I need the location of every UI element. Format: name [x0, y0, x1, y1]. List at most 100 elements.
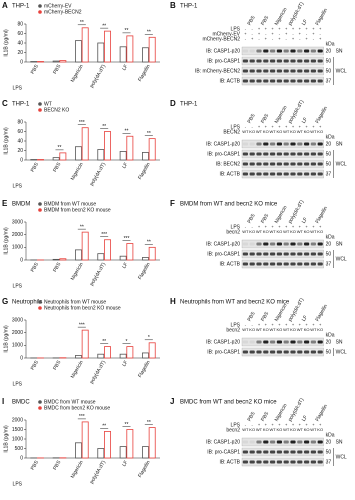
row-label: IB: CASP1-p20	[206, 141, 240, 147]
row-label: IB: ACTB	[219, 459, 240, 465]
band	[249, 142, 255, 146]
condition-sign: +	[258, 224, 261, 229]
band	[283, 340, 289, 344]
x-tick-label: LF	[121, 262, 129, 270]
condition-sign: KO	[290, 327, 296, 332]
fraction-label: SN	[336, 48, 343, 54]
lane-header: LF	[301, 117, 309, 125]
band	[304, 172, 310, 176]
legend-label: BECN2 KO	[44, 107, 69, 113]
sig-label: **	[147, 240, 151, 246]
band	[283, 59, 289, 63]
band	[256, 152, 262, 156]
panel-letter: J	[170, 397, 174, 406]
condition-sign: -	[245, 422, 247, 427]
condition-sign: WT	[283, 427, 290, 432]
condition-sign: +	[278, 124, 281, 129]
x-tick-label: PBS	[52, 459, 63, 471]
bar	[75, 355, 82, 359]
condition-label: LPS	[231, 224, 241, 230]
condition-sign: +	[258, 124, 261, 129]
band	[276, 450, 282, 454]
condition-sign: -	[245, 36, 247, 41]
kda-marker: 37	[326, 78, 332, 84]
band	[304, 440, 310, 444]
condition-sign: KO	[249, 129, 255, 134]
band	[249, 79, 255, 83]
legend-label: mCherry-BECN2	[44, 9, 82, 15]
band	[263, 59, 269, 63]
band	[270, 340, 276, 344]
chart-title: BMDC	[12, 400, 30, 406]
legend-marker	[38, 300, 42, 304]
bar	[126, 135, 134, 161]
band	[317, 69, 323, 73]
condition-sign: KO	[249, 229, 255, 234]
x-tick-label: Flagellin	[137, 261, 152, 280]
band	[276, 142, 282, 146]
band	[242, 262, 248, 266]
band	[297, 79, 303, 83]
band	[283, 172, 289, 176]
condition-sign: WT	[256, 129, 263, 134]
x-tick-label: PBS	[52, 359, 63, 371]
condition-sign: WT	[283, 129, 290, 134]
band	[310, 162, 316, 166]
sig-label: **	[147, 420, 151, 426]
band	[270, 262, 276, 266]
condition-sign: WT	[310, 427, 317, 432]
band	[270, 79, 276, 83]
lane-header: LF	[301, 315, 309, 323]
condition-sign: +	[305, 36, 308, 41]
lane-header: Flagellin	[314, 303, 329, 322]
blot-strip	[241, 259, 324, 269]
condition-sign: +	[251, 36, 254, 41]
band	[249, 460, 255, 464]
y-axis-label: IL1B (pg/ml)	[3, 127, 9, 155]
condition-sign: +	[319, 422, 322, 427]
condition-sign: WT	[283, 229, 290, 234]
sig-label: **	[80, 20, 84, 26]
bar	[81, 127, 89, 161]
bar	[97, 42, 105, 63]
bar	[97, 448, 105, 459]
fraction-label: WCL	[336, 161, 347, 167]
x-tick-label: PBS	[30, 261, 41, 273]
condition-sign: +	[265, 422, 268, 427]
condition-sign: +	[312, 26, 315, 31]
x-tick-label: PBS	[52, 63, 63, 75]
sig-label: ***	[79, 414, 85, 420]
condition-sign: WT	[310, 129, 317, 134]
x-tick-label: Nigericin	[70, 459, 85, 479]
band	[283, 262, 289, 266]
condition-sign: +	[299, 422, 302, 427]
band	[283, 440, 289, 444]
band	[290, 340, 296, 344]
condition-sign: -	[299, 36, 301, 41]
y-tick-label: 20	[17, 50, 23, 56]
bar	[148, 427, 156, 459]
band	[270, 142, 276, 146]
band	[297, 350, 303, 354]
band	[304, 69, 310, 73]
band	[297, 450, 303, 454]
band	[276, 340, 282, 344]
blot-strip	[241, 159, 324, 169]
legend-marker	[38, 306, 42, 310]
x-prefix: LPS	[13, 381, 23, 387]
condition-sign: +	[292, 124, 295, 129]
kda-marker: 50	[326, 58, 332, 64]
band	[290, 49, 296, 53]
condition-sign: +	[285, 322, 288, 327]
y-tick-label: 60	[17, 129, 23, 135]
band	[304, 340, 310, 344]
band	[270, 49, 276, 53]
band	[270, 252, 276, 256]
band	[310, 172, 316, 176]
blot-strip	[241, 46, 324, 56]
condition-sign: KO	[263, 229, 269, 234]
condition-sign: WT	[269, 129, 276, 134]
band	[276, 440, 282, 444]
x-tick-label: Flagellin	[137, 459, 152, 478]
condition-sign: +	[285, 422, 288, 427]
